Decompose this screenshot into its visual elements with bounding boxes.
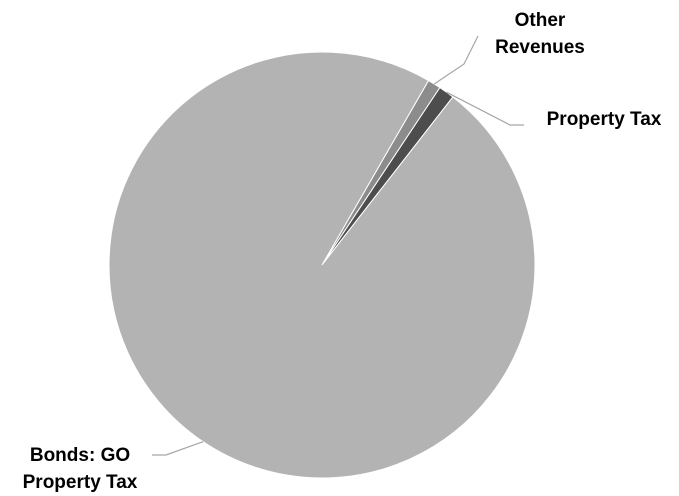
pie-slice-bonds-go-property-tax bbox=[108, 51, 536, 479]
data-label: Bonds: GO Property Tax bbox=[23, 445, 138, 493]
data-label-line: Property Tax bbox=[547, 109, 662, 130]
data-label-line: Revenues bbox=[495, 37, 585, 58]
leader-line bbox=[152, 441, 204, 456]
data-label-line: Property Tax bbox=[23, 472, 138, 493]
leader-line bbox=[433, 35, 479, 85]
leader-line bbox=[446, 91, 524, 126]
data-label: Other Revenues bbox=[495, 10, 585, 58]
data-label-line: Bonds: GO bbox=[30, 445, 130, 466]
data-label-line: Other bbox=[515, 10, 566, 31]
data-label: Property Tax bbox=[547, 109, 662, 130]
